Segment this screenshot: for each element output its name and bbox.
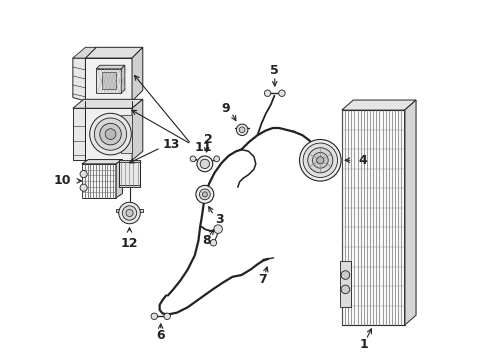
Polygon shape [96, 69, 122, 93]
Text: 4: 4 [358, 154, 367, 167]
Polygon shape [85, 47, 143, 58]
Polygon shape [132, 99, 143, 160]
Polygon shape [73, 99, 143, 108]
Polygon shape [122, 116, 132, 153]
Circle shape [197, 156, 213, 172]
Circle shape [303, 143, 338, 177]
Text: 10: 10 [53, 174, 71, 188]
Polygon shape [340, 261, 351, 307]
Polygon shape [342, 110, 405, 325]
Circle shape [214, 156, 220, 162]
Polygon shape [405, 100, 416, 325]
Polygon shape [132, 47, 143, 101]
Circle shape [236, 124, 248, 135]
Text: 13: 13 [163, 138, 180, 151]
Text: 7: 7 [259, 273, 268, 286]
Polygon shape [101, 72, 116, 89]
Text: 11: 11 [195, 141, 212, 154]
Polygon shape [116, 209, 143, 212]
Circle shape [200, 159, 210, 168]
Circle shape [80, 184, 87, 191]
Polygon shape [73, 58, 85, 101]
Circle shape [100, 123, 122, 145]
Circle shape [119, 202, 140, 224]
Polygon shape [82, 164, 116, 198]
Text: 2: 2 [204, 133, 213, 146]
Polygon shape [120, 185, 140, 187]
Text: 6: 6 [156, 329, 165, 342]
Polygon shape [120, 160, 140, 162]
Circle shape [95, 118, 126, 150]
Polygon shape [73, 108, 132, 160]
Circle shape [90, 113, 131, 155]
Polygon shape [73, 47, 96, 58]
Circle shape [190, 156, 196, 162]
Circle shape [105, 129, 116, 139]
Circle shape [126, 210, 133, 217]
Circle shape [239, 127, 245, 133]
Circle shape [151, 313, 157, 319]
Text: 12: 12 [121, 237, 138, 250]
Polygon shape [116, 159, 122, 198]
Text: 1: 1 [360, 338, 368, 351]
Polygon shape [120, 160, 140, 187]
Circle shape [199, 189, 210, 200]
Circle shape [341, 271, 350, 279]
Text: 9: 9 [221, 102, 230, 115]
Polygon shape [122, 65, 125, 93]
Circle shape [317, 157, 324, 164]
Polygon shape [342, 100, 416, 110]
Circle shape [313, 152, 328, 168]
Text: 3: 3 [215, 213, 223, 226]
Circle shape [299, 139, 341, 181]
Circle shape [202, 192, 207, 197]
Polygon shape [85, 58, 132, 101]
Circle shape [122, 206, 137, 220]
Circle shape [196, 185, 214, 203]
Circle shape [214, 225, 222, 233]
Circle shape [308, 148, 333, 173]
Polygon shape [82, 159, 122, 164]
Circle shape [210, 239, 217, 246]
Text: 8: 8 [202, 234, 211, 247]
Circle shape [341, 285, 350, 294]
Text: 5: 5 [270, 64, 279, 77]
Polygon shape [73, 108, 85, 160]
Polygon shape [96, 65, 125, 69]
Circle shape [80, 171, 87, 178]
Circle shape [265, 90, 271, 96]
Circle shape [164, 313, 171, 319]
Circle shape [279, 90, 285, 96]
